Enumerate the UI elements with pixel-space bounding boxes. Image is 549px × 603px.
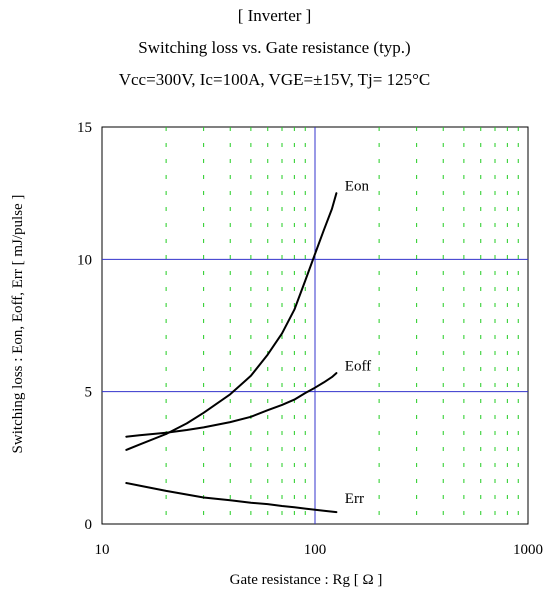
- section-label: [ Inverter ]: [237, 6, 312, 25]
- y-tick-label-15: 15: [77, 120, 92, 136]
- series-layer: [125, 192, 338, 514]
- x-axis-label: Gate resistance : Rg [ Ω ]: [230, 572, 383, 588]
- annotation-err: Err: [345, 491, 364, 507]
- x-tick-label-1000: 1000: [513, 542, 543, 558]
- y-tick-label-10: 10: [77, 252, 92, 268]
- annotation-eoff: Eoff: [345, 358, 371, 374]
- x-tick-label-100: 100: [304, 542, 327, 558]
- y-axis-label: Switching loss : Eon, Eoff, Err [ mJ/pul…: [10, 195, 26, 454]
- series-eon-line: [125, 192, 338, 451]
- series-eoff-line: [125, 372, 338, 438]
- y-tick-label-0: 0: [85, 517, 93, 533]
- annotation-eon: Eon: [345, 179, 370, 195]
- x-tick-labels: 10 100 1000: [95, 542, 544, 558]
- y-tick-label-5: 5: [85, 385, 93, 401]
- series-annotations: Eon Eoff Err: [345, 179, 371, 507]
- x-tick-label-10: 10: [95, 542, 110, 558]
- major-grid: [102, 127, 528, 524]
- test-conditions: Vcc=300V, Ic=100A, VGE=±15V, Tj= 125°C: [118, 70, 431, 89]
- minor-grid: [165, 127, 519, 524]
- y-tick-labels: 0 5 10 15: [77, 120, 92, 533]
- series-err-line: [125, 482, 338, 514]
- chart-title: Switching loss vs. Gate resistance (typ.…: [138, 38, 411, 57]
